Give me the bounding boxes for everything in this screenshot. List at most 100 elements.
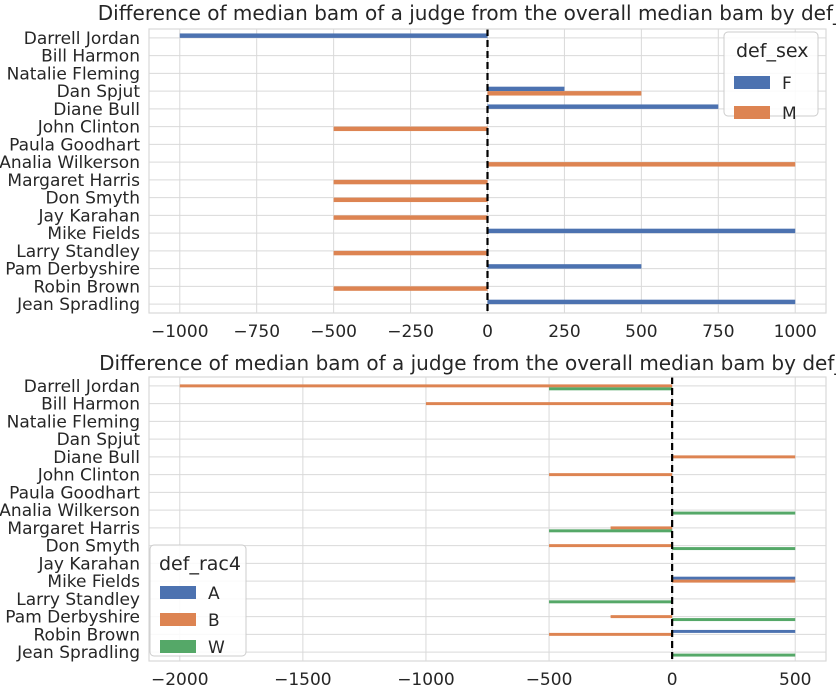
y-tick-label-11: Mike Fields — [47, 224, 140, 244]
bar-M-3 — [487, 91, 642, 96]
y-tick-label-7: Analia Wilkerson — [0, 501, 140, 521]
legend-label-M: M — [782, 104, 797, 124]
bar-F-11 — [487, 228, 796, 234]
bar-W-15 — [672, 653, 796, 657]
legend-sex: def_sex FM — [723, 31, 819, 124]
y-tick-label-13: Pam Derbyshire — [5, 608, 140, 628]
bar-W-7 — [672, 511, 796, 515]
legend-swatch-M — [734, 106, 770, 119]
bar-B-5 — [549, 473, 673, 477]
legend-label-A: A — [208, 584, 220, 604]
bar-M-5 — [333, 126, 488, 132]
chart-panel-sex: Difference of median bam of a judge from… — [0, 1, 836, 342]
y-tick-label-11: Mike Fields — [47, 572, 140, 592]
y-tick-label-7: Analia Wilkerson — [0, 153, 140, 173]
y-tick-label-13: Pam Derbyshire — [5, 260, 140, 280]
y-tick-label-8: Margaret Harris — [7, 171, 140, 191]
y-tick-label-5: John Clinton — [37, 118, 140, 138]
bar-A-14 — [672, 629, 796, 633]
bar-M-7 — [487, 162, 796, 167]
bar-M-10 — [333, 215, 488, 220]
x-tick-label-6: 500 — [625, 322, 657, 342]
legend-title: def_rac4 — [159, 553, 241, 575]
legend-race: def_rac4 ABW — [149, 544, 247, 658]
x-tick-label-3: −250 — [387, 322, 434, 342]
legend-title: def_sex — [736, 40, 808, 62]
legend-label-F: F — [782, 74, 792, 94]
x-tick-label-1: −750 — [233, 322, 280, 342]
y-tick-label-1: Bill Harmon — [41, 47, 140, 67]
y-tick-label-6: Paula Goodhart — [9, 483, 140, 503]
legend-swatch-A — [160, 586, 196, 599]
x-tick-label-2: −1000 — [397, 670, 455, 690]
legend-swatch-B — [160, 613, 196, 626]
bar-B-11 — [672, 579, 796, 583]
bar-W-9 — [672, 547, 796, 551]
bar-B-9 — [549, 544, 673, 548]
x-tick-label-4: 0 — [482, 322, 493, 342]
legend-label-B: B — [208, 611, 220, 631]
bar-F-13 — [487, 264, 642, 269]
y-tick-label-10: Jay Karahan — [37, 554, 140, 574]
bar-B-8 — [610, 526, 673, 530]
y-tick-label-2: Natalie Fleming — [7, 412, 140, 432]
x-tick-label-0: −2000 — [151, 670, 209, 690]
y-tick-label-4: Diane Bull — [53, 100, 140, 120]
bar-W-13 — [672, 618, 796, 622]
x-tick-label-5: 250 — [548, 322, 580, 342]
bar-M-9 — [333, 197, 488, 203]
y-tick-label-8: Margaret Harris — [7, 519, 140, 539]
legend-label-W: W — [208, 638, 225, 658]
bar-B-4 — [672, 455, 796, 459]
x-tick-label-8: 1000 — [774, 322, 817, 342]
y-tick-label-4: Diane Bull — [53, 448, 140, 468]
y-tick-label-6: Paula Goodhart — [9, 135, 140, 155]
bar-F-15 — [487, 299, 796, 305]
legend-swatch-W — [160, 640, 196, 653]
y-tick-label-14: Robin Brown — [34, 277, 141, 297]
bar-F-0 — [179, 33, 488, 38]
y-tick-label-2: Natalie Fleming — [7, 64, 140, 84]
y-tick-label-9: Don Smyth — [45, 537, 140, 557]
y-tick-label-15: Jean Spradling — [16, 295, 140, 315]
bar-F-3 — [487, 86, 565, 92]
bar-M-8 — [333, 179, 488, 185]
y-tick-label-14: Robin Brown — [34, 625, 141, 645]
legend-box — [149, 544, 247, 657]
y-tick-label-1: Bill Harmon — [41, 395, 140, 415]
y-tick-label-3: Dan Spjut — [57, 430, 141, 450]
y-tick-label-0: Darrell Jordan — [24, 377, 140, 397]
x-tick-label-5: 500 — [779, 670, 811, 690]
bar-F-4 — [487, 104, 719, 109]
plot-frame — [148, 376, 827, 662]
x-tick-label-1: −1500 — [274, 670, 332, 690]
chart-panel-race: Difference of median bam of a judge from… — [0, 351, 836, 690]
bar-A-11 — [672, 576, 796, 580]
bar-B-13 — [610, 615, 673, 619]
bar-M-12 — [333, 250, 488, 256]
legend-box — [723, 31, 819, 117]
plot-frame — [148, 28, 827, 314]
y-tick-label-9: Don Smyth — [45, 189, 140, 209]
x-tick-label-4: 0 — [667, 670, 678, 690]
y-tick-label-3: Dan Spjut — [57, 82, 141, 102]
y-tick-label-0: Darrell Jordan — [24, 29, 140, 49]
y-tick-label-10: Jay Karahan — [37, 206, 140, 226]
y-tick-label-5: John Clinton — [37, 466, 140, 486]
bar-B-1 — [425, 402, 673, 406]
bar-B-0 — [179, 384, 673, 388]
y-tick-label-12: Larry Standley — [16, 590, 140, 610]
bar-W-8 — [549, 529, 673, 533]
legend-swatch-F — [734, 76, 770, 89]
bar-M-14 — [333, 286, 488, 291]
chart-title: Difference of median bam of a judge from… — [98, 1, 836, 25]
y-tick-label-12: Larry Standley — [16, 242, 140, 262]
x-tick-label-0: −1000 — [151, 322, 209, 342]
bar-W-12 — [549, 600, 673, 604]
bar-W-0 — [549, 387, 673, 391]
bar-B-14 — [549, 632, 673, 636]
x-tick-label-7: 750 — [702, 322, 734, 342]
y-tick-label-15: Jean Spradling — [16, 643, 140, 663]
